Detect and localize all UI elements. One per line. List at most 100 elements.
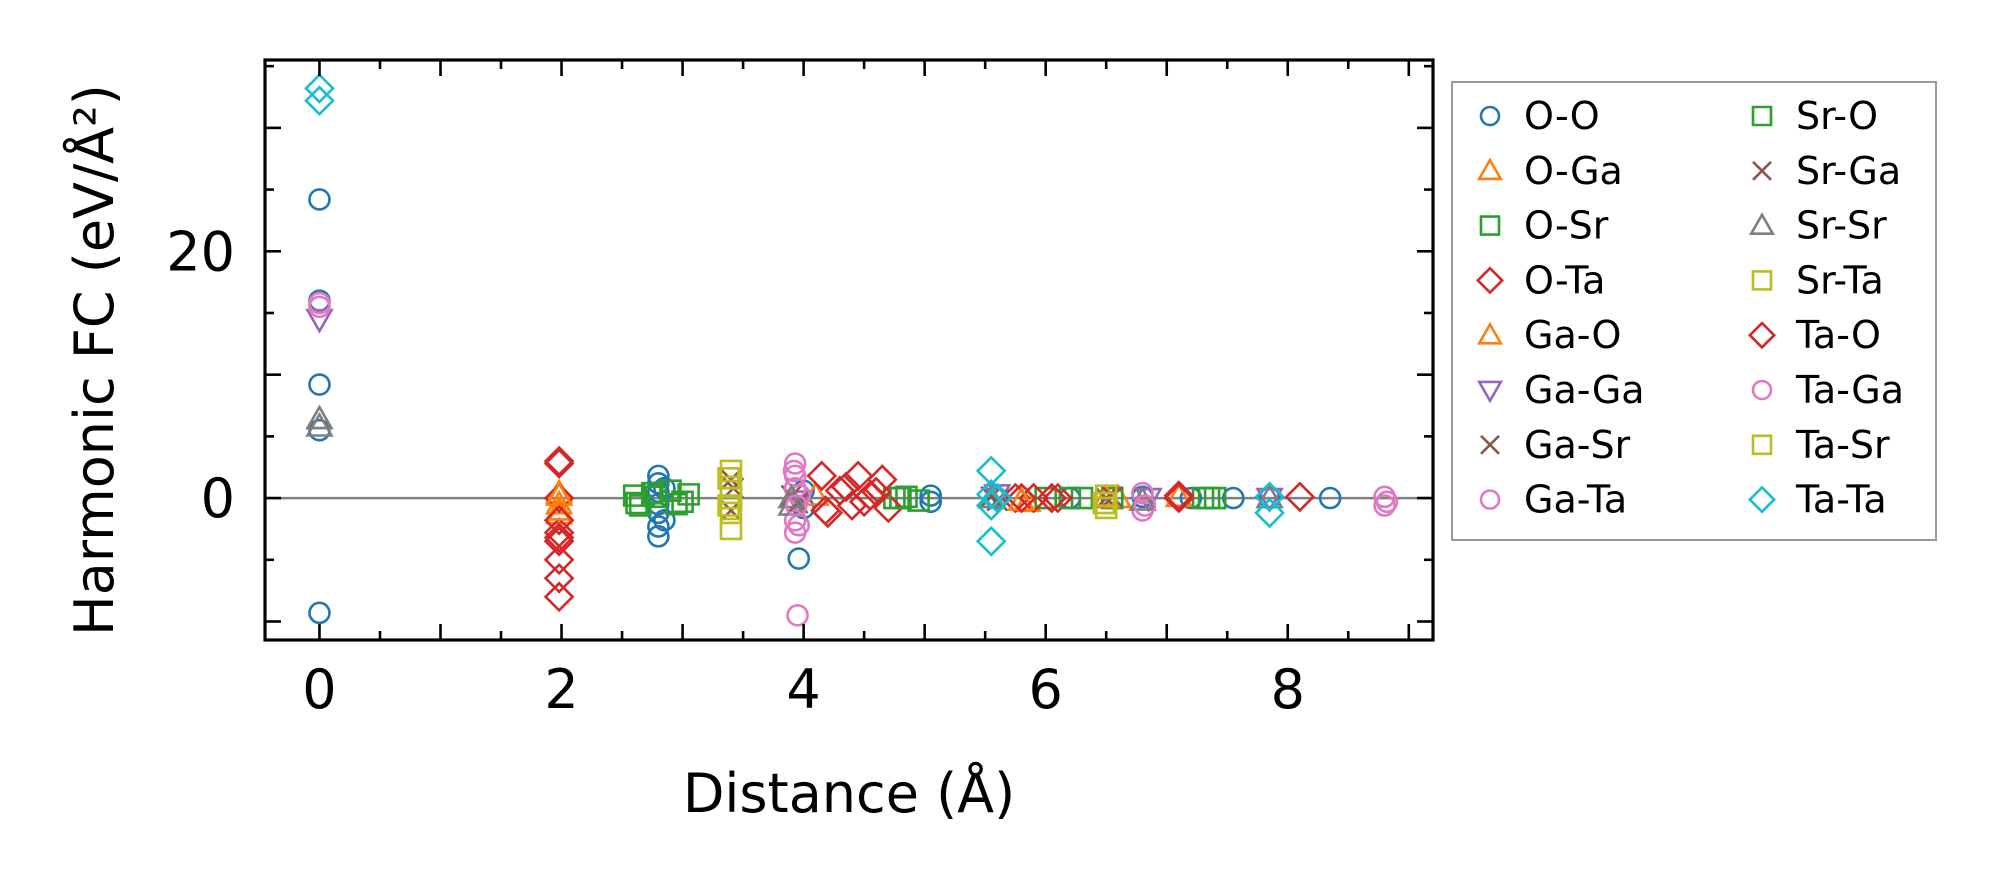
legend-entry: Ga-O — [1476, 313, 1621, 357]
data-point — [782, 459, 806, 483]
data-point — [308, 188, 331, 211]
legend-label: Sr-Sr — [1796, 204, 1887, 248]
x-tick-label: 4 — [786, 658, 820, 721]
data-point — [544, 480, 574, 506]
data-point — [1164, 482, 1194, 508]
legend-marker — [1476, 321, 1504, 345]
legend-marker — [1480, 434, 1500, 455]
x-axis-label: Distance (Å) — [683, 761, 1015, 825]
data-point — [787, 547, 811, 570]
data-point — [717, 467, 740, 490]
data-point — [543, 562, 575, 594]
data-point — [1036, 482, 1068, 514]
data-point — [1373, 494, 1396, 517]
series-o-o — [308, 188, 1342, 625]
data-point — [1006, 482, 1037, 514]
data-point — [919, 490, 942, 514]
legend-entry: Sr-O — [1751, 94, 1878, 138]
data-point — [308, 418, 331, 442]
data-point — [543, 525, 575, 557]
legend-label: Sr-O — [1796, 94, 1878, 138]
series-ta-ga — [308, 291, 1399, 537]
data-point — [919, 484, 942, 507]
data-point — [975, 479, 1007, 510]
legend-entry: O-Ga — [1476, 149, 1623, 193]
data-point — [625, 491, 648, 515]
legend-marker — [1751, 379, 1773, 401]
data-point — [787, 513, 811, 537]
data-point — [665, 492, 688, 516]
data-point — [305, 404, 334, 430]
data-point — [653, 476, 676, 500]
data-point — [1254, 497, 1285, 529]
x-tick-label: 0 — [302, 658, 336, 721]
data-point — [1042, 482, 1074, 514]
data-point — [830, 471, 862, 503]
legend-entry: Ta-Ta — [1748, 478, 1887, 522]
data-point — [1131, 481, 1154, 505]
data-point — [1133, 494, 1157, 517]
series-ga-ta — [308, 295, 1396, 627]
legend-label: Ta-O — [1795, 313, 1881, 357]
series-ta-o — [543, 448, 1316, 557]
data-point — [304, 73, 335, 104]
legend-entry: O-O — [1479, 94, 1600, 138]
data-point — [783, 452, 807, 475]
data-point — [786, 604, 809, 627]
y-tick-label: 20 — [166, 220, 235, 283]
legend-marker — [1479, 489, 1501, 510]
data-point — [653, 508, 676, 532]
data-point — [860, 476, 892, 508]
data-point — [810, 495, 841, 526]
series-ta-ta — [304, 73, 1285, 557]
data-point — [641, 481, 664, 505]
legend-entry: O-Sr — [1479, 204, 1609, 248]
legend: O-O O-Ga O-Sr O-Ta Ga-O Ga-Ga Ga-Sr Ga-Ta Sr-O Sr… — [1451, 81, 1937, 541]
x-tick-label: 6 — [1029, 658, 1063, 721]
data-point — [1163, 482, 1195, 514]
data-point — [543, 504, 575, 536]
data-point — [543, 445, 575, 477]
series-sr-o — [625, 485, 1221, 516]
data-point — [1284, 481, 1316, 513]
data-point — [308, 373, 331, 396]
legend-entry: Sr-Ta — [1751, 258, 1884, 302]
legend-marker — [1748, 212, 1776, 235]
data-point — [975, 525, 1007, 557]
data-point — [305, 308, 334, 334]
data-point — [543, 522, 575, 553]
legend-marker — [1476, 266, 1504, 295]
series-sr-ta — [719, 459, 1118, 541]
data-point — [308, 291, 331, 315]
data-point — [622, 484, 646, 507]
data-point — [305, 411, 334, 437]
data-point — [889, 486, 912, 510]
legend-entry: Ta-Ga — [1751, 368, 1904, 412]
data-point — [543, 581, 575, 613]
data-point — [677, 483, 700, 506]
legend-entry: Sr-Ga — [1752, 149, 1901, 193]
x-tick-label: 2 — [544, 658, 578, 721]
legend-entry: Sr-Sr — [1748, 204, 1887, 248]
legend-label: O-O — [1524, 94, 1600, 138]
legend-label: Sr-Ga — [1796, 149, 1901, 193]
data-point — [1255, 483, 1284, 509]
series-o-ta — [543, 445, 1195, 613]
legend-marker — [1751, 270, 1773, 291]
data-point — [1070, 486, 1094, 510]
data-point — [304, 85, 335, 117]
data-point — [1318, 486, 1342, 510]
legend-label: O-Ga — [1524, 149, 1623, 193]
legend-label: Ga-O — [1524, 313, 1621, 357]
data-point — [1179, 486, 1203, 510]
data-point — [1221, 486, 1245, 510]
data-point — [975, 490, 1007, 521]
data-point — [543, 482, 575, 514]
legend-entry: Ga-Ga — [1476, 368, 1645, 412]
legend-marker — [1748, 485, 1776, 514]
data-point — [719, 517, 743, 541]
plot-frame — [263, 58, 1435, 642]
y-axis-label: Harmonic FC (eV/Å²) — [62, 84, 126, 636]
